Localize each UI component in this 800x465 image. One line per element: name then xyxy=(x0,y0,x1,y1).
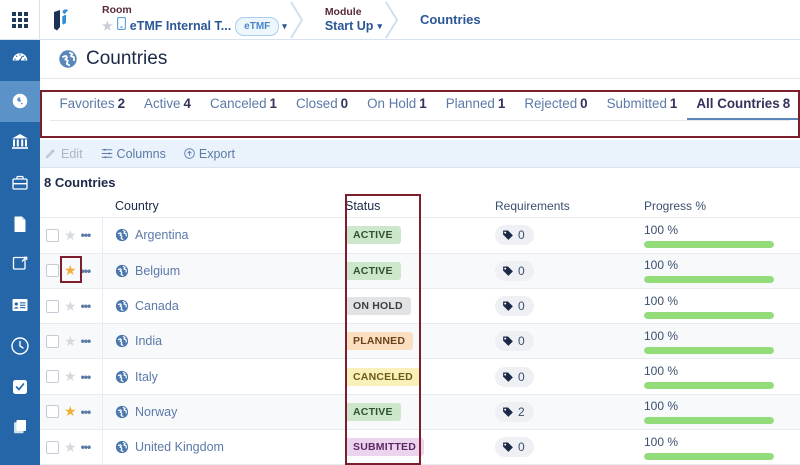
Canada: ★ ••• Canada ON HOLD 0 100 % xyxy=(40,289,800,324)
United Kingdom: ★ ••• United Kingdom SUBMITTED 0 100 % xyxy=(40,430,800,465)
Italy: ★ ••• Italy CANCELED 0 100 % xyxy=(40,359,800,394)
Belgium: ★ ••• Belgium ACTIVE 0 100 % xyxy=(40,254,800,289)
India: ★ ••• India PLANNED 0 100 % xyxy=(40,324,800,359)
Argentina: ★ ••• Argentina ACTIVE 0 100 % xyxy=(40,218,800,253)
Norway: ★ ••• Norway ACTIVE 2 100 % xyxy=(40,395,800,430)
